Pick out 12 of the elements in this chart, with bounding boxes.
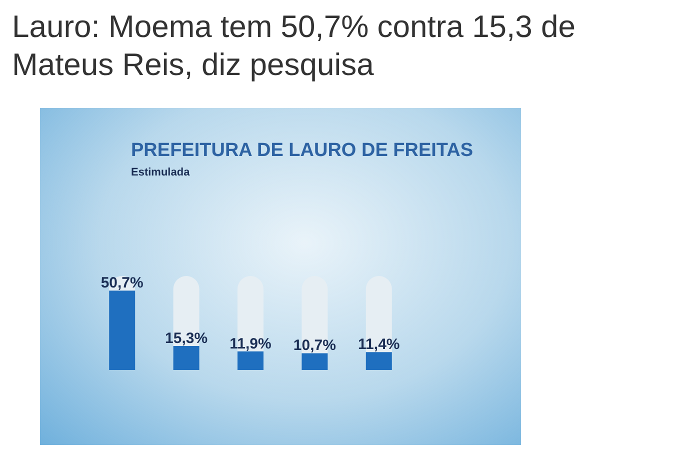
- chart-title: Lauro: Moema tem 50,7% contra 15,3 de Mateus Reis, diz pesquisa: [12, 8, 576, 84]
- chart-subtitle: PREFEITURA DE LAURO DE FREITAS: [131, 140, 474, 161]
- bar: [366, 352, 392, 370]
- text: Estimulada: [131, 166, 191, 178]
- data-label: 10,7%: [293, 337, 336, 354]
- bar: [173, 346, 200, 370]
- data-label: 11,9%: [230, 335, 272, 352]
- bar: [238, 351, 264, 370]
- data-label: 50,7%: [100, 274, 144, 292]
- data-label: 11,4%: [358, 336, 400, 354]
- bar: [302, 353, 328, 370]
- data-label: 15,3%: [165, 330, 208, 348]
